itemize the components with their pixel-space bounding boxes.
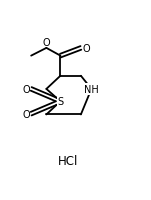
Text: O: O	[22, 84, 30, 94]
Text: HCl: HCl	[58, 155, 78, 168]
Text: O: O	[22, 109, 30, 119]
Text: O: O	[43, 38, 50, 48]
Text: NH: NH	[84, 84, 99, 94]
Text: O: O	[82, 44, 90, 54]
Text: S: S	[57, 97, 63, 107]
